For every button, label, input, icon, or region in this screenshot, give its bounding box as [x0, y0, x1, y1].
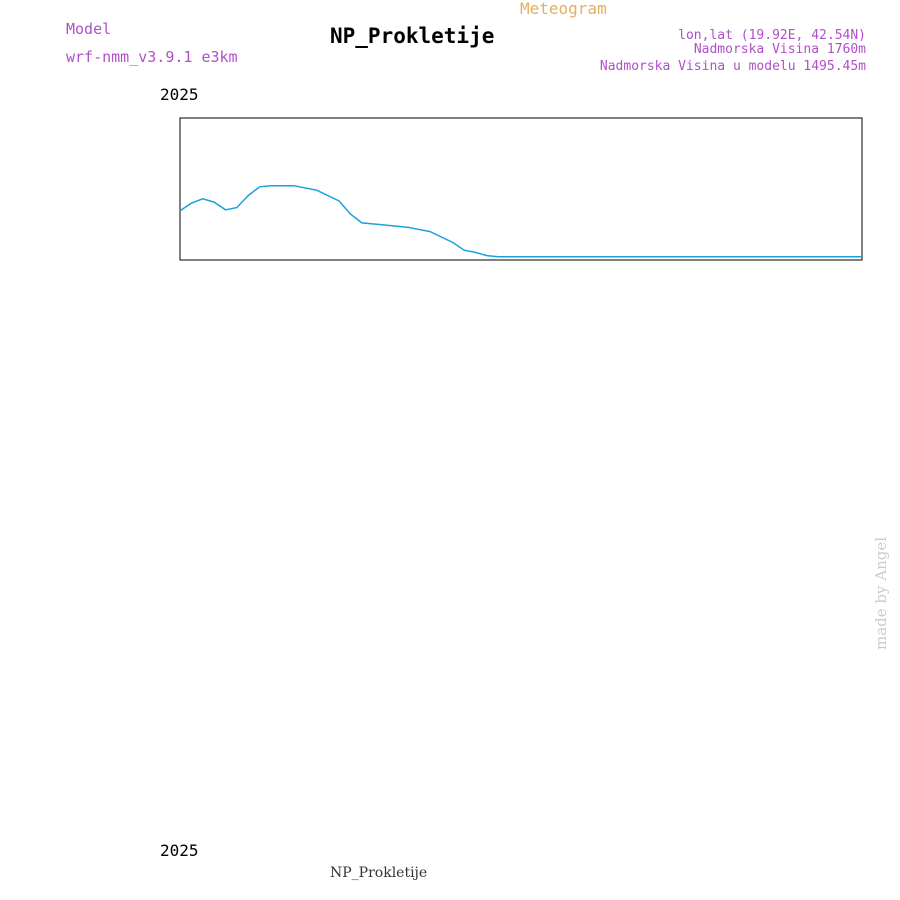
page-title: NP_Prokletije	[330, 24, 494, 48]
year-bottom: 2025	[160, 841, 199, 860]
year-top: 2025	[160, 85, 199, 104]
model-name: wrf-nmm_v3.9.1 e3km	[66, 48, 238, 66]
credit: made by Angel	[872, 537, 890, 650]
pressure-frame	[179, 117, 863, 261]
pressure-line	[179, 184, 862, 258]
altitude: Nadmorska Visina 1760m	[694, 42, 866, 57]
footer-title: NP_Prokletije	[330, 865, 427, 881]
model-label: Model	[66, 20, 111, 38]
lonlat: lon,lat (19.92E, 42.54N)	[678, 28, 866, 43]
model-altitude: Nadmorska Visina u modelu 1495.45m	[600, 59, 866, 74]
subtitle: Meteogram	[520, 0, 607, 18]
